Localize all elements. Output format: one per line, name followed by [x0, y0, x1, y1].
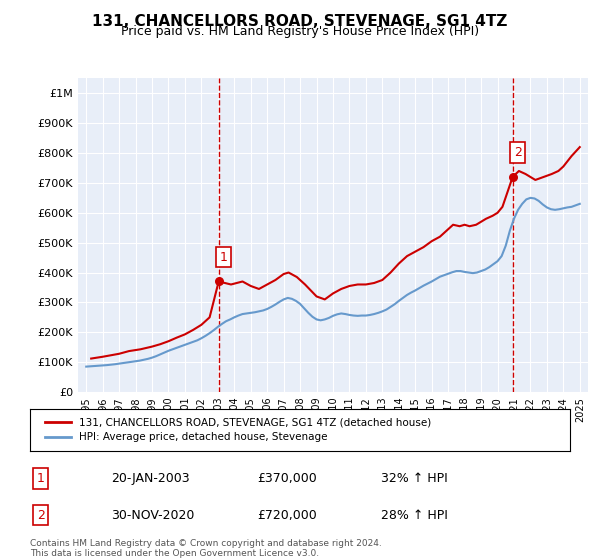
Text: 2: 2: [37, 508, 45, 522]
Text: £370,000: £370,000: [257, 472, 317, 485]
Point: [508, 172, 517, 181]
Text: 131, CHANCELLORS ROAD, STEVENAGE, SG1 4TZ: 131, CHANCELLORS ROAD, STEVENAGE, SG1 4T…: [92, 14, 508, 29]
Text: 28% ↑ HPI: 28% ↑ HPI: [381, 508, 448, 522]
Legend: 131, CHANCELLORS ROAD, STEVENAGE, SG1 4TZ (detached house), HPI: Average price, : 131, CHANCELLORS ROAD, STEVENAGE, SG1 4T…: [41, 413, 436, 446]
Text: 20-JAN-2003: 20-JAN-2003: [111, 472, 190, 485]
Text: 2: 2: [514, 146, 521, 159]
Text: 1: 1: [220, 250, 227, 264]
Text: 1: 1: [37, 472, 45, 485]
Text: 32% ↑ HPI: 32% ↑ HPI: [381, 472, 448, 485]
Text: 30-NOV-2020: 30-NOV-2020: [111, 508, 194, 522]
Text: Contains HM Land Registry data © Crown copyright and database right 2024.
This d: Contains HM Land Registry data © Crown c…: [30, 539, 382, 558]
Point: [214, 277, 223, 286]
Text: Price paid vs. HM Land Registry's House Price Index (HPI): Price paid vs. HM Land Registry's House …: [121, 25, 479, 38]
Text: £720,000: £720,000: [257, 508, 317, 522]
